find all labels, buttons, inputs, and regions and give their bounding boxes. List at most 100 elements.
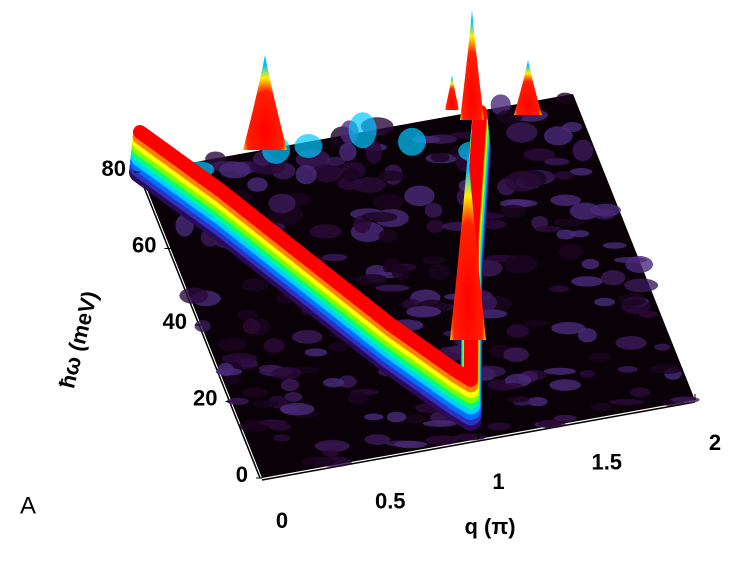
noise-bump <box>590 203 621 217</box>
noise-bump <box>377 170 406 181</box>
noise-bump <box>179 287 209 304</box>
noise-bump <box>425 435 458 445</box>
y-tick-label: 0 <box>236 462 248 487</box>
noise-bump <box>404 185 435 207</box>
noise-bump <box>531 215 549 230</box>
noise-bump <box>294 134 323 159</box>
noise-bump <box>215 367 243 376</box>
noise-bump <box>347 391 369 405</box>
noise-bump <box>581 258 600 270</box>
noise-bump <box>506 324 530 338</box>
noise-bump <box>422 420 458 427</box>
peak <box>460 10 484 120</box>
x-tick-label: 2 <box>709 430 721 455</box>
noise-bump <box>194 320 211 332</box>
noise-bump <box>242 319 261 335</box>
y-tick-label: 40 <box>163 309 187 334</box>
noise-bump <box>554 414 577 422</box>
noise-bump <box>608 399 644 406</box>
noise-bump <box>237 309 259 321</box>
noise-bump <box>393 440 428 449</box>
noise-bump <box>490 94 511 116</box>
panel-label: A <box>20 492 36 519</box>
noise-bump <box>354 274 388 285</box>
noise-bump <box>280 378 300 392</box>
noise-bump <box>617 365 638 373</box>
noise-bump <box>386 411 407 423</box>
noise-bump <box>503 347 529 362</box>
noise-bump <box>487 422 511 431</box>
y-tick-label: 20 <box>193 385 217 410</box>
noise-bump <box>502 382 523 390</box>
noise-bump <box>587 352 612 362</box>
noise-bump <box>537 419 562 429</box>
noise-bump <box>314 440 350 452</box>
noise-bump <box>569 167 593 176</box>
noise-bump <box>572 139 594 162</box>
noise-bump <box>365 140 383 165</box>
noise-bump <box>613 256 648 264</box>
noise-bump <box>504 170 540 192</box>
noise-bump <box>500 204 527 219</box>
noise-bump <box>291 330 323 344</box>
noise-bump <box>506 122 538 143</box>
ridge <box>129 10 542 431</box>
noise-bump <box>553 171 575 180</box>
noise-bump <box>351 177 387 193</box>
noise-bump <box>638 310 658 318</box>
x-tick-label: 1 <box>492 469 504 494</box>
y-axis-label: ħω (meV) <box>54 288 102 390</box>
noise-bump <box>309 224 342 239</box>
noise-bump <box>322 449 339 457</box>
noise-bump <box>342 167 361 182</box>
noise-bump <box>226 397 250 405</box>
x-tick-label: 1.5 <box>591 449 622 474</box>
noise-bump <box>430 152 450 163</box>
noise-bump <box>543 367 576 375</box>
noise-bump <box>217 337 247 352</box>
noise-bump <box>378 229 399 244</box>
noise-bump <box>364 434 391 445</box>
x-tick-label: 0.5 <box>375 488 406 513</box>
noise-bump <box>322 253 347 262</box>
noise-bump <box>559 243 584 260</box>
noise-bump <box>301 456 336 467</box>
noise-bump <box>504 255 538 274</box>
noise-bump <box>629 387 651 398</box>
noise-bump <box>427 264 451 281</box>
noise-bump <box>523 148 556 161</box>
noise-bump <box>421 256 446 265</box>
noise-bump <box>252 400 279 408</box>
noise-bump <box>507 395 530 403</box>
y-tick-label: 80 <box>102 156 126 181</box>
noise-bump <box>549 379 581 391</box>
noise-bump <box>523 320 550 327</box>
noise-bump <box>482 219 507 230</box>
noise-bump <box>398 127 426 156</box>
noise-bump <box>406 306 442 318</box>
x-axis-label: q (π) <box>464 514 515 539</box>
peak <box>445 75 459 110</box>
x-tick-label: 0 <box>276 508 288 533</box>
noise-bump <box>247 278 265 286</box>
noise-bump <box>571 276 603 287</box>
noise-bump <box>426 219 445 234</box>
noise-bump <box>654 343 671 351</box>
noise-bump <box>279 402 315 416</box>
noise-bump <box>549 285 570 293</box>
noise-bump <box>391 265 410 281</box>
noise-bump <box>424 202 443 218</box>
noise-bump <box>577 328 597 343</box>
noise-bump <box>479 294 497 311</box>
noise-bump <box>618 293 647 307</box>
noise-bump <box>268 193 296 214</box>
noise-bump <box>590 402 613 412</box>
noise-bump <box>241 387 269 398</box>
noise-bump <box>553 218 585 227</box>
noise-bump <box>600 270 626 286</box>
noise-bump <box>328 342 349 352</box>
noise-bump <box>526 396 548 407</box>
noise-bump <box>219 161 251 179</box>
noise-bump <box>273 434 291 442</box>
